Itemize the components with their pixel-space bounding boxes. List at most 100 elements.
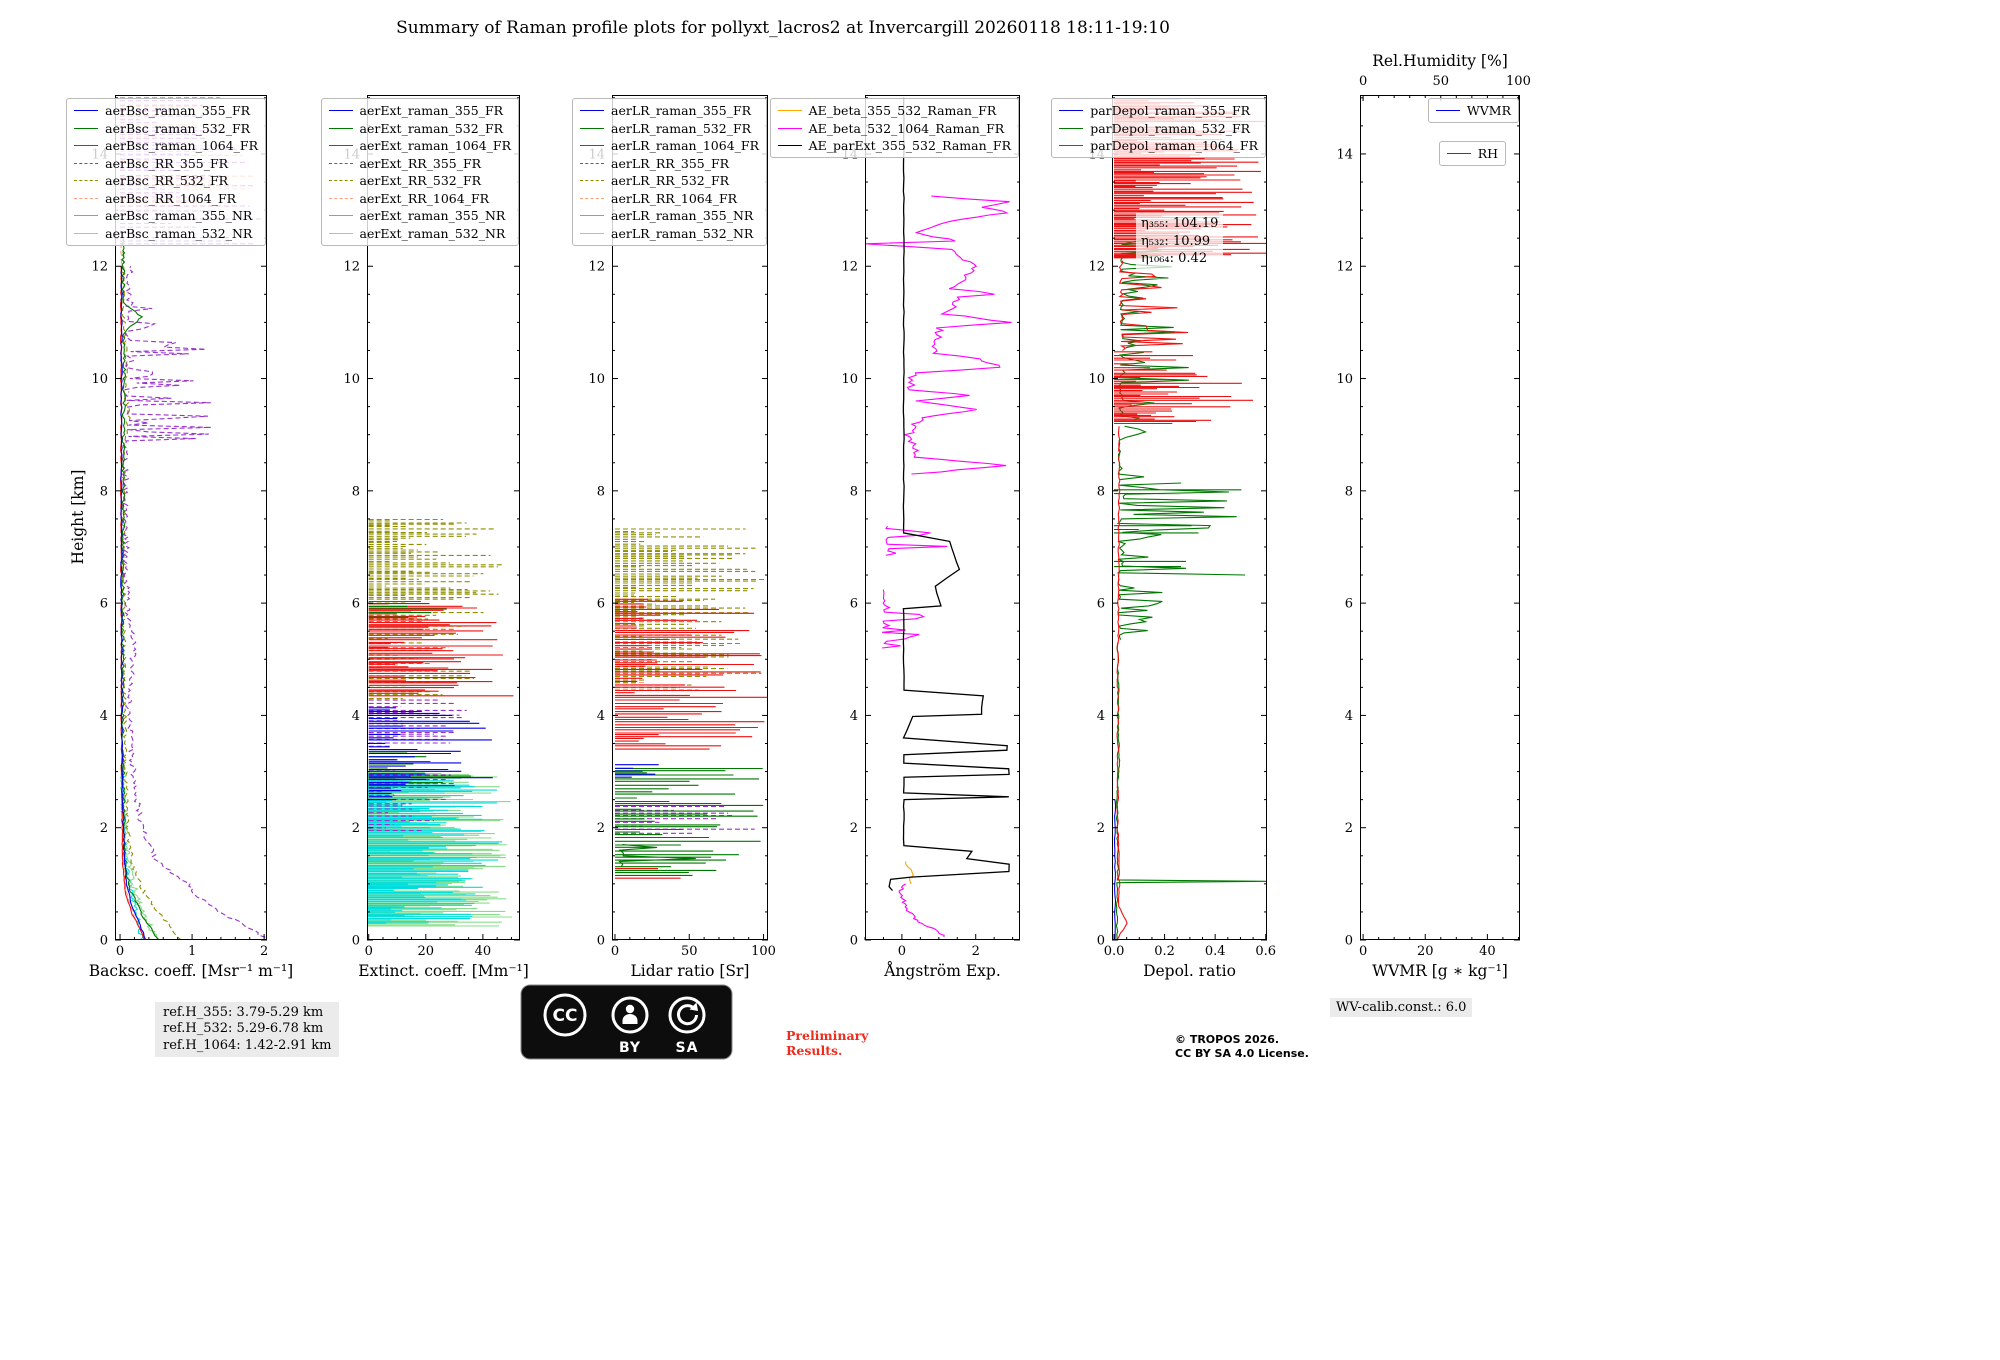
axis-label-backscatter: Backsc. coeff. [Msr⁻¹ m⁻¹] [88,962,294,980]
legend-item: aerLR_raman_355_FR [580,103,759,118]
plot-frame [115,95,267,940]
y-tick-label: 2 [100,821,108,836]
y-tick-label: 8 [850,484,858,499]
legend-item: aerExt_raman_532_FR [328,121,511,136]
cc-logo-icon [543,993,587,1037]
legend-item: aerLR_raman_532_NR [580,226,759,241]
legend-line-sample [328,180,353,181]
cc-sa-arrow-arc [677,1004,698,1026]
cc-license-badge: CC BY SA [520,984,733,1064]
y-tick-label: 4 [1345,709,1353,724]
series-aerExt_raman_1064_FR [368,600,514,697]
tick-marks [1112,97,1267,941]
tick-labels: 02468101214012 [91,147,268,959]
plot-frame [1360,95,1520,940]
x-tick-label: 1 [188,944,196,959]
y-tick-label: 10 [343,372,360,387]
y-tick-label: 2 [352,821,360,836]
series-AE_parExt_355_532_Raman_FR [888,97,1010,892]
y-tick-label: 10 [91,372,108,387]
legend-item: aerExt_raman_1064_FR [328,138,511,153]
legend-item: parDepol_raman_532_FR [1059,121,1258,136]
y-tick-label: 6 [352,597,360,612]
axis-label-depol: Depol. ratio [1143,962,1236,980]
series-aerBsc_raman_355_FR [120,266,147,940]
y-tick-label: 0 [100,934,108,949]
legend-line-sample [1059,110,1084,111]
legend-line-sample [580,145,605,146]
cc-by-label: BY [619,1040,641,1056]
wv-calibration-constant: WV-calib.const.: 6.0 [1330,998,1473,1017]
figure-title: Summary of Raman profile plots for polly… [396,18,1170,38]
legend-item: aerExt_RR_1064_FR [328,191,511,206]
panel-lidar-ratio: 02468101214050100aerLR_raman_355_FRaerLR… [572,95,776,959]
preliminary-line-2: Results. [786,1043,843,1058]
depol-calibration-annotation: η₃₅₅: 104.19 η₅₃₂: 10.99 η₁₀₆₄: 0.42 [1136,213,1224,270]
y-tick-label: 12 [588,260,605,275]
x-tick-label: 40 [1479,944,1496,959]
panel-wvmr: 0 2 4 6 8 10 12 14 0 20 40 0 50 100 WVMR RH [1336,74,1530,959]
legend-line-sample [74,127,99,129]
legend-line-sample [328,127,353,129]
y-tick-label: 8 [1345,484,1353,499]
legend-item: aerBsc_RR_355_FR [74,156,258,171]
axis-label-angstrom: Ångström Exp. [884,962,1001,980]
y-tick-label: 2 [597,821,605,836]
legend-line-sample [74,162,99,164]
cc-sa-arrow-head [689,1002,698,1011]
legend-item: aerLR_raman_355_NR [580,208,759,223]
legend-line-sample [1059,145,1084,146]
legend-label: parDepol_raman_355_FR [1090,103,1251,118]
tick-labels: 02468101214050100 [588,147,776,959]
legend-label: aerLR_raman_532_FR [611,120,752,136]
legend-label: aerLR_RR_1064_FR [611,190,738,206]
legend-item: aerBsc_raman_1064_FR [74,138,258,153]
legend-lidar-ratio: aerLR_raman_355_FR aerLR_raman_532_FR aerL… [572,98,767,246]
legend-item: aerLR_RR_355_FR [580,156,759,171]
legend-line-sample [328,145,353,146]
legend-wvmr: WVMR [1427,98,1519,123]
legend-item: aerExt_raman_355_FR [328,103,511,118]
ref-height-355: ref.H_355: 3.79-5.29 km [163,1005,324,1020]
ref-height-532: ref.H_532: 5.29-6.78 km [163,1021,324,1037]
y-tick-label: 8 [100,484,108,499]
legend-item: aerExt_raman_355_NR [328,208,511,223]
series-aerBsc_raman_532_NR [119,760,159,940]
y-tick-label: 0 [352,934,360,949]
legend-item: AE_beta_355_532_Raman_FR [777,103,1011,118]
y-tick-label: 12 [1336,260,1353,275]
x-tick-label: 2 [260,944,268,959]
legend-label: aerBsc_raman_1064_FR [105,138,258,153]
legend-label: aerBsc_raman_355_FR [105,103,251,118]
legend-line-sample [74,110,99,111]
legend-line-sample [777,145,802,146]
legend-label: aerExt_raman_355_NR [359,208,506,223]
legend-line-sample [580,180,605,181]
top-tick-label: 100 [1506,74,1531,89]
y-tick-label: 6 [100,597,108,612]
series-group [367,518,514,927]
series-aerExt_raman_355_NR [367,774,503,924]
panel-backscatter: 02468101214012aerBsc_raman_355_FRaerBsc_… [66,95,268,959]
y-tick-label: 12 [1088,260,1105,275]
legend-item: aerExt_RR_532_FR [328,173,511,188]
plot-frame [865,95,1020,940]
series-aerLR_RR_355_FR [615,805,755,834]
legend-label: aerExt_raman_355_FR [359,103,504,118]
series-aerBsc_raman_532_FR [120,232,160,940]
legend-line-sample [1059,127,1084,129]
panel-extinction: 0246810121402040aerExt_raman_355_FRaerEx… [320,95,520,959]
axis-label-wvmr: WVMR [g ∗ kg⁻¹] [1372,962,1508,980]
legend-label: aerExt_raman_532_NR [359,225,506,241]
legend-item: aerBsc_raman_532_FR [74,121,258,136]
legend-line-sample [580,162,605,164]
cc-sa-label: SA [676,1040,699,1056]
series-aerLR_raman_355_FR [615,764,659,778]
cc-by-person-head [625,1004,635,1014]
tropos-line-1: © TROPOS 2026. [1175,1033,1280,1046]
reference-height-box: ref.H_355: 3.79-5.29 km ref.H_532: 5.29-… [155,1002,340,1057]
panel-angstrom: 0246810121402AE_beta_355_532_Raman_FRAE_… [769,95,1020,959]
legend-label: RH [1477,146,1498,161]
